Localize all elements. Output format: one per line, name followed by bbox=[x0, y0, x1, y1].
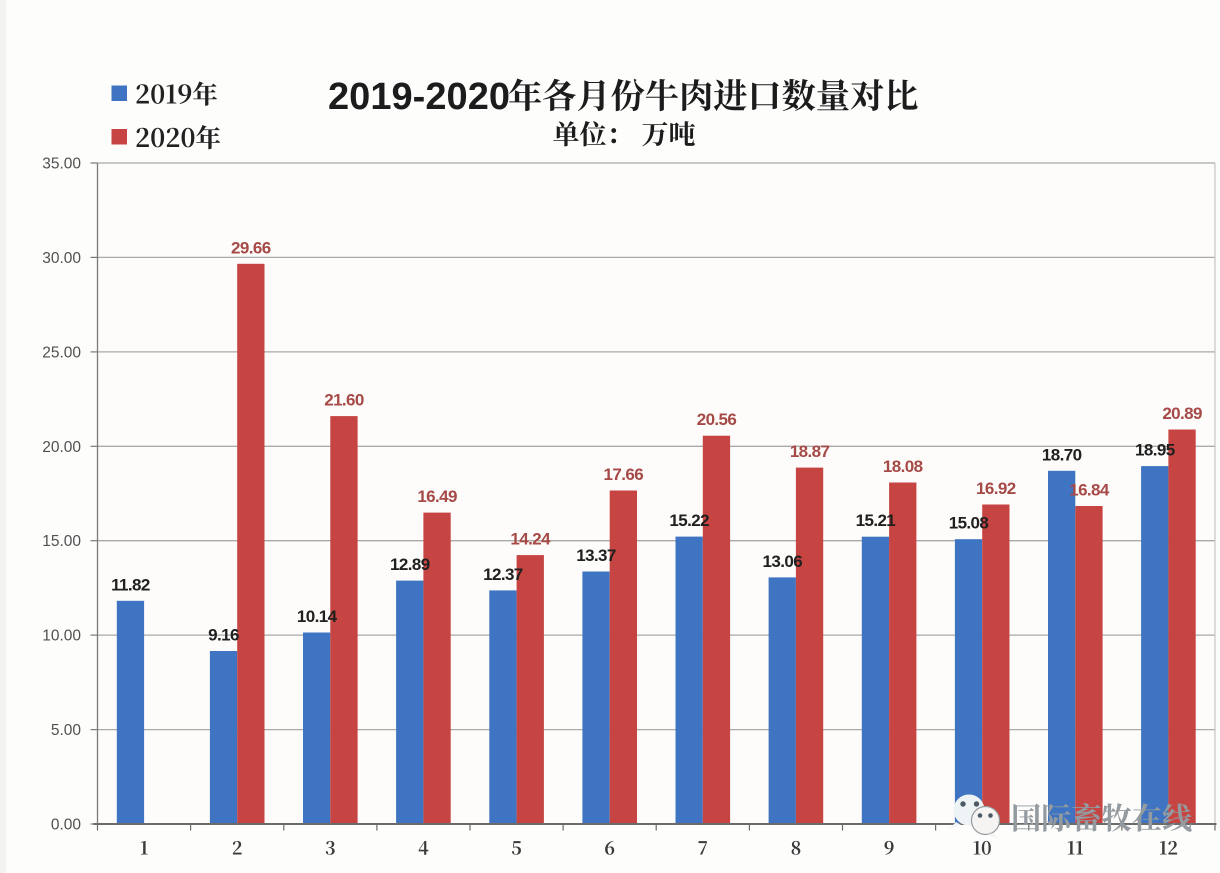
svg-text:18.95: 18.95 bbox=[1135, 441, 1175, 460]
svg-text:29.66: 29.66 bbox=[231, 238, 271, 257]
svg-text:15.08: 15.08 bbox=[949, 514, 989, 533]
svg-text:16.92: 16.92 bbox=[976, 479, 1016, 498]
svg-text:13.37: 13.37 bbox=[576, 546, 616, 565]
svg-text:18.08: 18.08 bbox=[883, 457, 923, 476]
svg-text:14.24: 14.24 bbox=[510, 530, 551, 549]
svg-text:0.00: 0.00 bbox=[51, 817, 82, 834]
svg-text:20.89: 20.89 bbox=[1162, 404, 1202, 423]
svg-text:15.22: 15.22 bbox=[669, 511, 709, 530]
svg-text:9.16: 9.16 bbox=[208, 626, 239, 645]
svg-text:15.21: 15.21 bbox=[856, 511, 896, 530]
svg-text:16.49: 16.49 bbox=[417, 487, 457, 506]
svg-text:5.00: 5.00 bbox=[51, 722, 82, 739]
svg-text:16.84: 16.84 bbox=[1069, 481, 1110, 500]
svg-text:20.56: 20.56 bbox=[697, 410, 737, 429]
svg-text:18.87: 18.87 bbox=[790, 442, 830, 461]
svg-text:18.70: 18.70 bbox=[1042, 445, 1082, 464]
svg-text:35.00: 35.00 bbox=[42, 156, 81, 173]
svg-text:2019-2020: 2019-2020 bbox=[328, 76, 510, 118]
svg-text:15.00: 15.00 bbox=[42, 533, 81, 550]
svg-text:11.82: 11.82 bbox=[111, 575, 150, 594]
svg-text:12.37: 12.37 bbox=[483, 565, 523, 584]
svg-text:30.00: 30.00 bbox=[42, 250, 81, 267]
svg-text:20.00: 20.00 bbox=[42, 439, 81, 456]
svg-text:12.89: 12.89 bbox=[390, 555, 430, 574]
svg-text:10.14: 10.14 bbox=[297, 607, 338, 626]
svg-text:17.66: 17.66 bbox=[604, 465, 644, 484]
svg-text:25.00: 25.00 bbox=[42, 344, 81, 361]
svg-text:13.06: 13.06 bbox=[763, 552, 803, 571]
svg-text:10.00: 10.00 bbox=[42, 628, 81, 645]
svg-text:21.60: 21.60 bbox=[324, 391, 364, 410]
